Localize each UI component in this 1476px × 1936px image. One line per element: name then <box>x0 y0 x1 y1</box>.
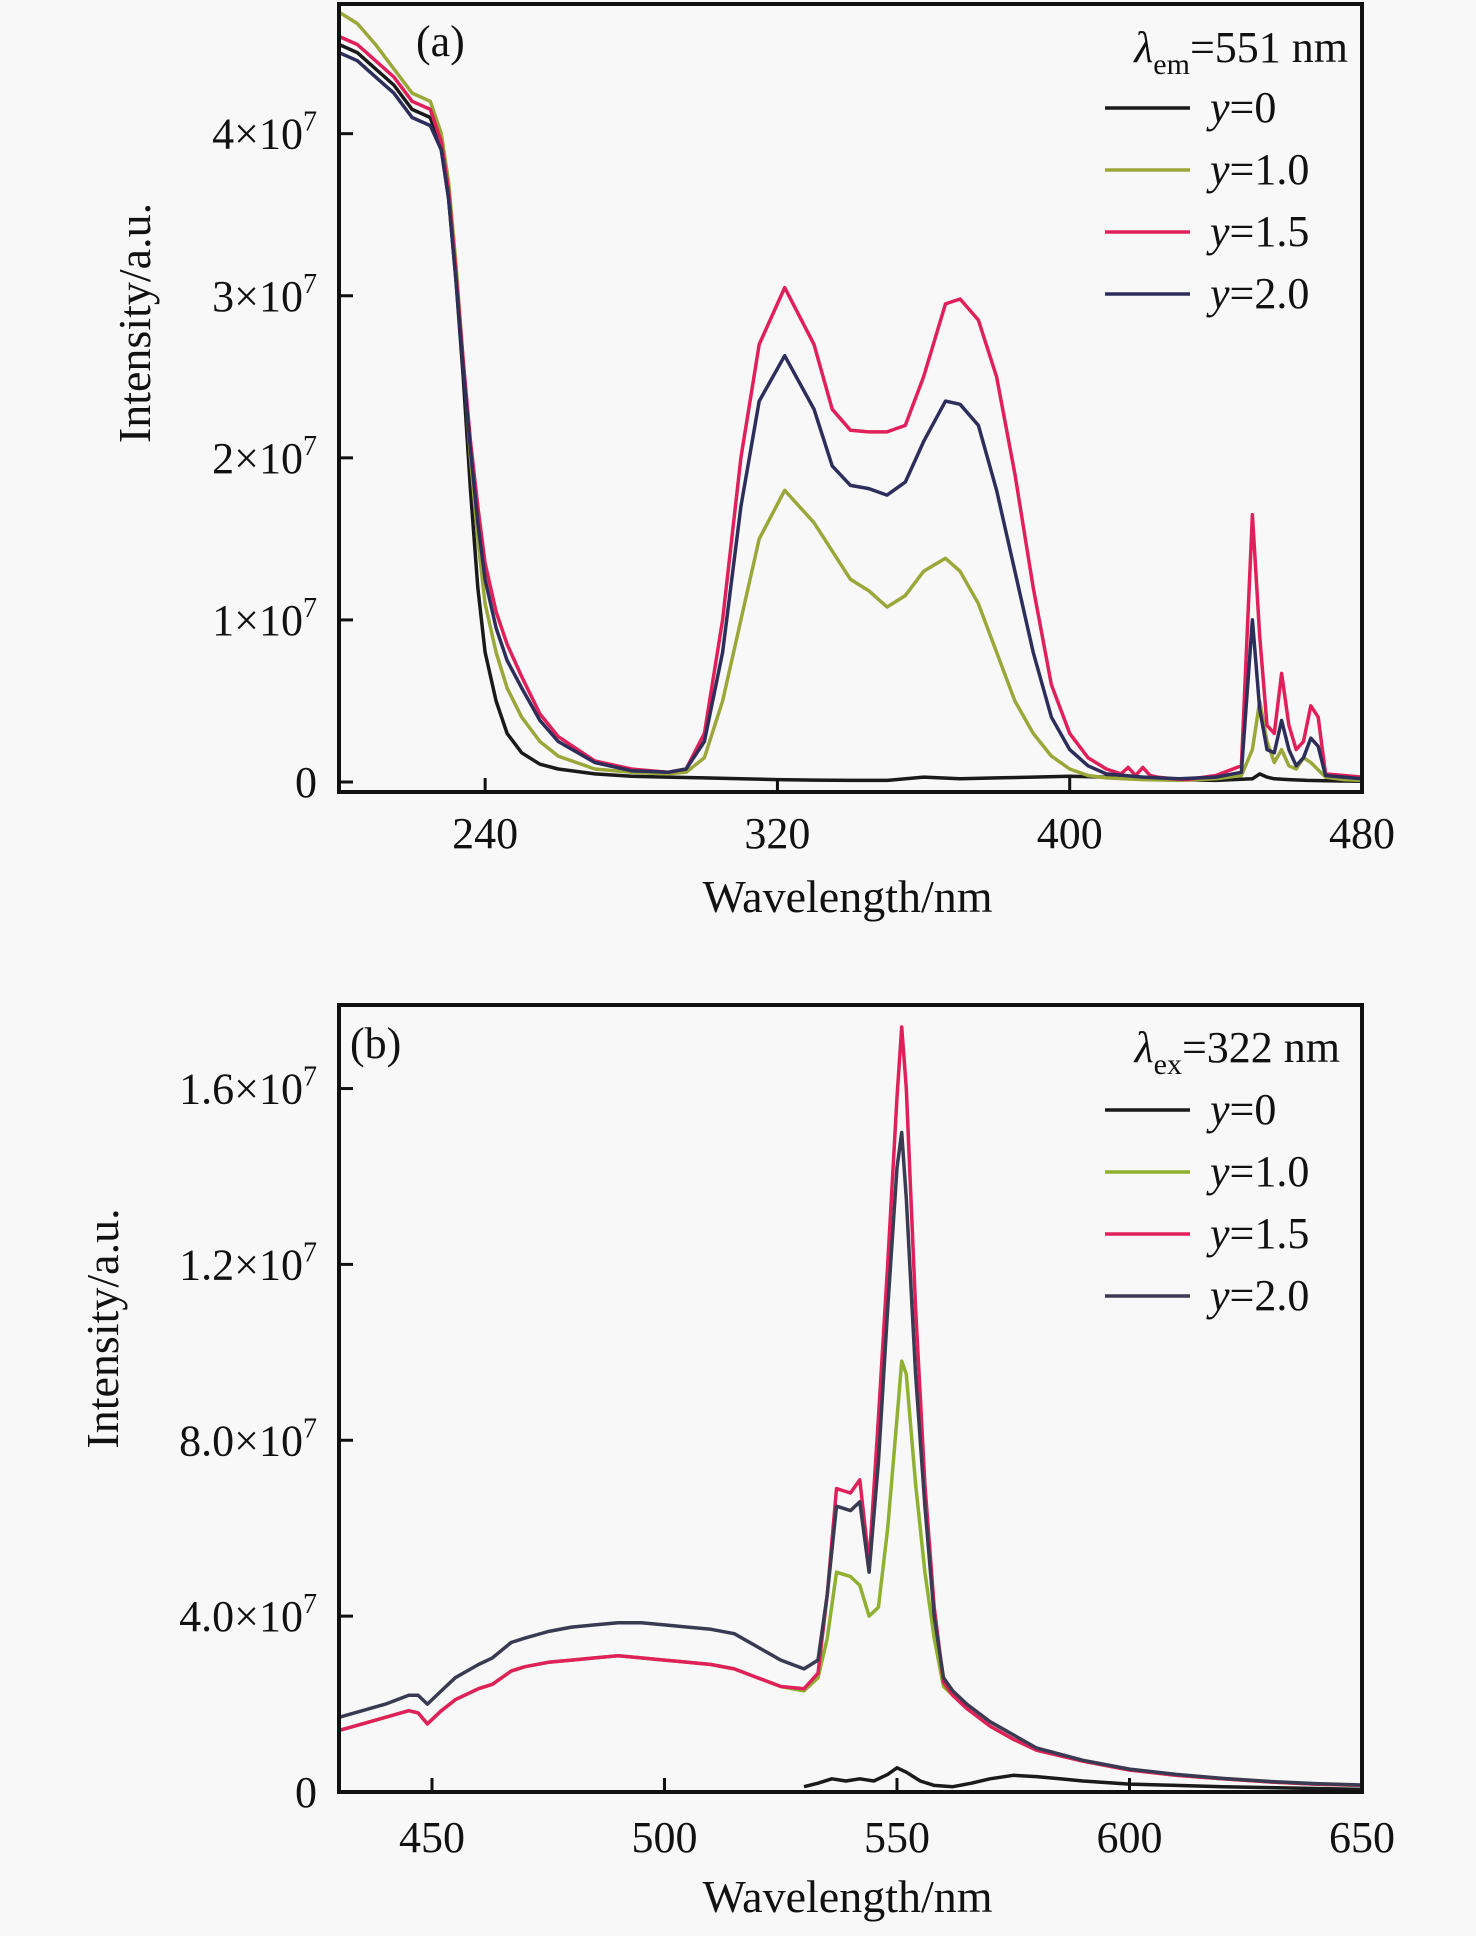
panel-b-series-layer <box>339 1025 1362 1792</box>
panel-a-y-axis-title: Intensity/a.u. <box>109 203 160 443</box>
panel-a-x-tick-label: 320 <box>744 809 810 858</box>
panel-a-legend-header: λem=551 nm <box>1132 23 1348 81</box>
panel-a-legend-item: y=1.0 <box>1105 145 1309 194</box>
panel-b-ticks: 450 500 550 600 650 0 4.0×107 8.0×107 1.2×107 1.6… <box>179 1062 1395 1862</box>
panel-a-legend-label: y=1.0 <box>1206 145 1309 194</box>
panel-b-legend-item: y=1.5 <box>1105 1209 1309 1258</box>
panel-a-series-line-y-0 <box>339 42 1362 783</box>
panel-a-legend-item: y=2.0 <box>1105 269 1309 318</box>
panel-b-legend-label: y=1.0 <box>1206 1147 1309 1196</box>
panel-b-legend-item: y=1.0 <box>1105 1147 1309 1196</box>
panel-b-x-axis-title: Wavelength/nm <box>702 1871 992 1922</box>
panel-a-x-tick-label: 240 <box>452 809 518 858</box>
panel-a-legend-item: y=0 <box>1105 83 1276 132</box>
panel-b-x-tick-label: 550 <box>864 1813 930 1862</box>
panel-a-series-line-y-2-0 <box>339 50 1362 781</box>
panel-b-legend-label: y=1.5 <box>1206 1209 1309 1258</box>
panel-a-series-line-y-1-5 <box>339 34 1362 782</box>
panel-b-legend-item: y=2.0 <box>1105 1271 1309 1320</box>
panel-b-series-line-y-0 <box>803 1766 1362 1792</box>
panel-a-x-tick-label: 480 <box>1329 809 1395 858</box>
panel-a-label: (a) <box>416 17 465 66</box>
panel-b: 450 500 550 600 650 0 4.0×107 8.0×107 1.2×107 1.6… <box>77 1003 1395 1922</box>
panel-a-y-tick-label: 1×107 <box>212 593 317 645</box>
panel-a-x-tick-label: 400 <box>1037 809 1103 858</box>
panel-a-x-axis-title: Wavelength/nm <box>702 871 992 922</box>
panel-a-ticks: 240 320 400 480 0 1×107 2×107 3×107 4×107 <box>212 107 1395 858</box>
panel-b-y-tick-label: 1.6×107 <box>179 1062 317 1114</box>
panel-b-series-line-y-2-0 <box>339 1130 1362 1787</box>
panel-b-y-tick-label: 1.2×107 <box>179 1237 317 1289</box>
panel-b-legend-header: λex=322 nm <box>1133 1023 1340 1081</box>
panel-a-series-layer <box>339 10 1362 783</box>
panel-b-legend-label: y=2.0 <box>1206 1271 1309 1320</box>
panel-b-x-tick-label: 450 <box>399 1813 465 1862</box>
panel-a-legend-label: y=1.5 <box>1206 207 1309 256</box>
panel-b-y-axis-title: Intensity/a.u. <box>77 1208 128 1448</box>
panel-b-series-line-y-1-0 <box>339 1359 1362 1788</box>
panel-a-legend-label: y=2.0 <box>1206 269 1309 318</box>
panel-b-y-tick-label: 0 <box>295 1768 317 1817</box>
panel-a-y-tick-label: 3×107 <box>212 269 317 321</box>
panel-a-legend-item: y=1.5 <box>1105 207 1309 256</box>
panel-b-legend: λex=322 nmy=0 y=1.0 y=1.5 y=2.0 <box>1105 1023 1340 1320</box>
panel-b-x-tick-label: 500 <box>632 1813 698 1862</box>
panel-b-y-tick-label: 8.0×107 <box>179 1413 317 1465</box>
panel-b-series-line-y-1-5 <box>339 1025 1362 1788</box>
panel-a-legend: λem=551 nmy=0 y=1.0 y=1.5 y=2.0 <box>1105 23 1348 318</box>
panel-b-x-tick-label: 650 <box>1329 1813 1395 1862</box>
panel-a-y-tick-label: 0 <box>295 758 317 807</box>
panel-a-y-tick-label: 4×107 <box>212 107 317 159</box>
panel-b-plot-frame <box>337 1003 1364 1794</box>
panel-b-legend-label: y=0 <box>1206 1085 1276 1134</box>
panel-b-y-tick-label: 4.0×107 <box>179 1589 317 1641</box>
panel-a-y-tick-label: 2×107 <box>212 431 317 483</box>
panel-a-plot-frame <box>337 2 1364 794</box>
panel-a: 240 320 400 480 0 1×107 2×107 3×107 4×107 (a) Wa… <box>109 2 1395 922</box>
panel-b-x-tick-label: 600 <box>1097 1813 1163 1862</box>
panel-b-legend-item: y=0 <box>1105 1085 1276 1134</box>
panel-a-series-line-y-1-0 <box>339 10 1362 783</box>
panel-b-label: (b) <box>350 1019 401 1068</box>
panel-a-legend-label: y=0 <box>1206 83 1276 132</box>
